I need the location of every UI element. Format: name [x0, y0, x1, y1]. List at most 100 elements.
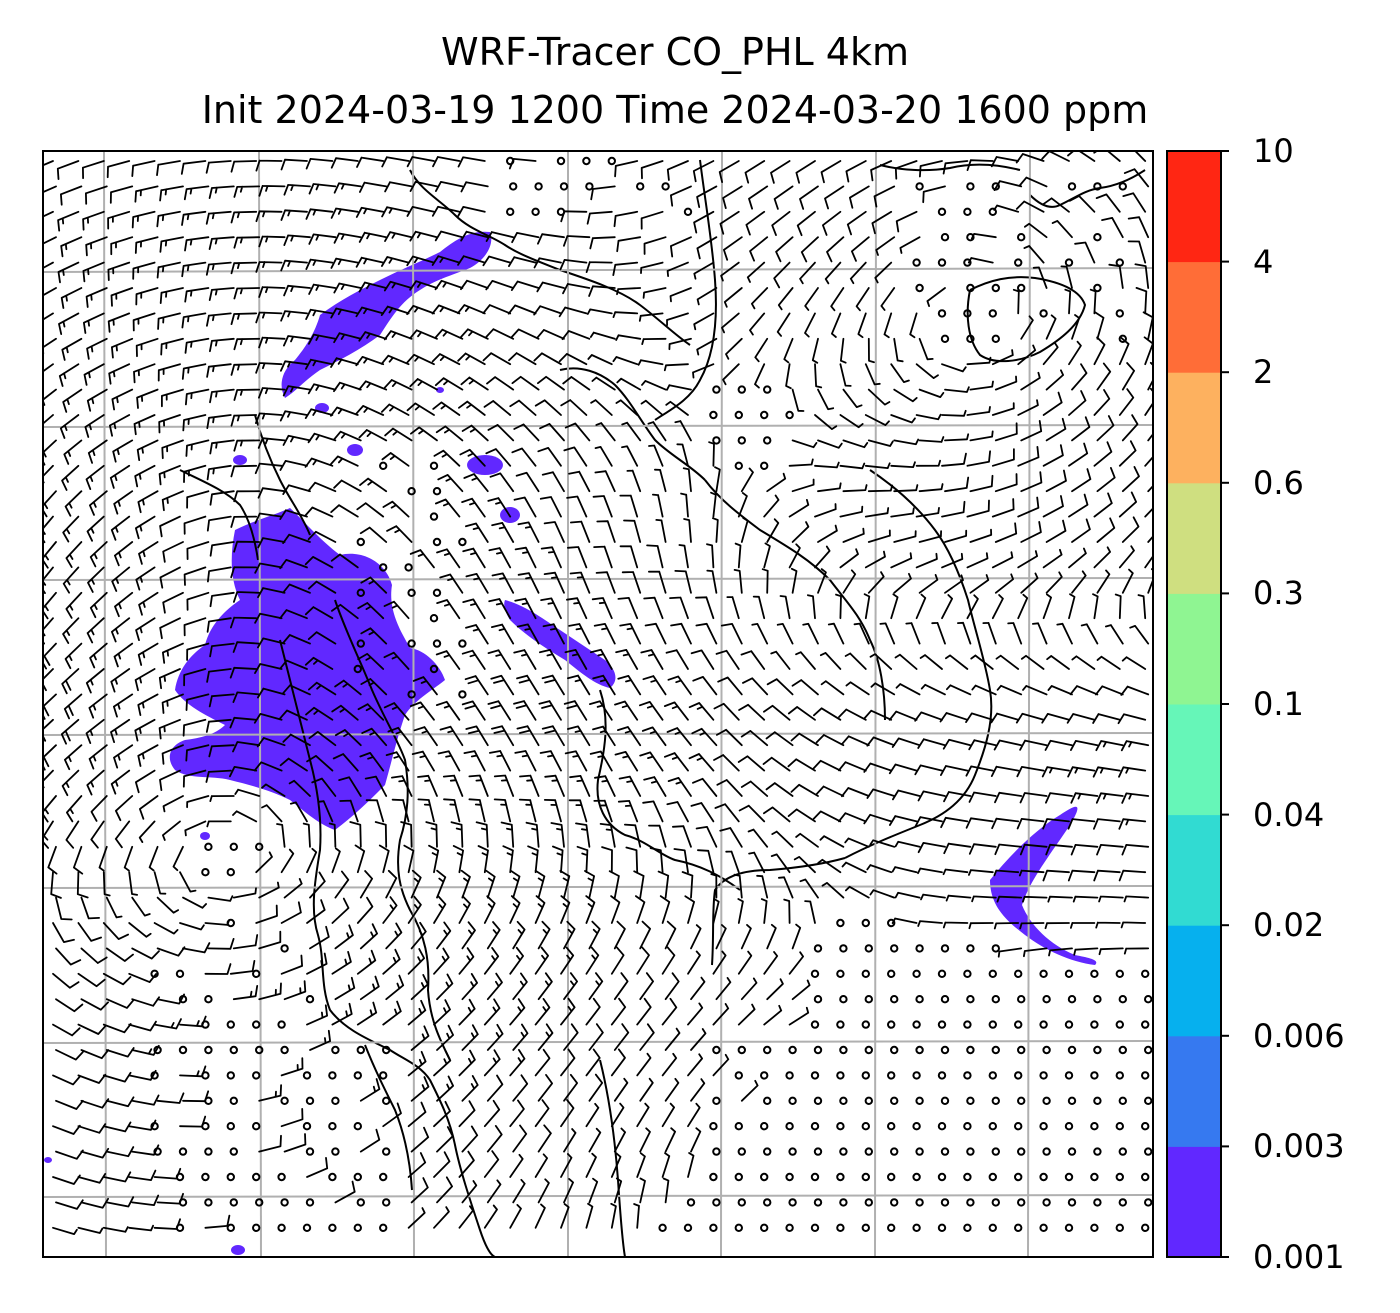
colorbar-tick-label: 0.02: [1253, 906, 1325, 945]
calm-wind-marker: [988, 1172, 997, 1182]
wind-barb: [328, 822, 337, 848]
tracer-patch: [231, 1245, 245, 1255]
wind-barb: [1122, 192, 1147, 213]
calm-wind-marker: [1144, 1045, 1153, 1055]
wind-barb: [380, 354, 410, 366]
wind-barb: [459, 448, 486, 467]
calm-wind-marker: [429, 512, 439, 521]
wind-barb: [514, 546, 537, 569]
wind-barb: [1093, 818, 1121, 830]
wind-barb: [944, 386, 970, 393]
wind-barb: [254, 512, 283, 524]
wind-barb: [1096, 362, 1112, 391]
calm-wind-marker: [966, 182, 975, 191]
wind-barb: [1096, 655, 1121, 670]
calm-wind-marker: [150, 1071, 159, 1080]
wind-barb: [588, 285, 616, 297]
wind-barb: [993, 739, 1023, 751]
calm-wind-marker: [1064, 1122, 1074, 1131]
wind-barb: [1045, 792, 1073, 804]
wind-barb: [410, 869, 422, 899]
wind-barb: [233, 388, 261, 401]
wind-barb: [159, 515, 181, 538]
wind-barb: [525, 821, 540, 848]
wind-barb: [692, 160, 715, 183]
wind-barb: [890, 507, 915, 518]
wind-barb: [917, 842, 946, 854]
wind-barb: [206, 363, 232, 378]
wind-barb: [943, 791, 972, 803]
wind-barb: [85, 236, 108, 257]
wind-barb: [330, 207, 359, 219]
wind-barb: [425, 821, 438, 848]
calm-wind-marker: [1064, 969, 1074, 978]
wind-barb: [62, 566, 80, 594]
wind-barb: [305, 258, 334, 270]
wind-barb: [690, 802, 715, 823]
calm-wind-marker: [302, 1223, 312, 1233]
wind-barb: [77, 972, 106, 988]
wind-barb: [864, 414, 890, 426]
wind-barb: [567, 674, 591, 696]
wind-barb: [568, 470, 591, 493]
wind-barb: [1044, 739, 1073, 751]
wind-barb: [641, 337, 667, 345]
wind-barb: [436, 869, 447, 899]
calm-wind-marker: [915, 283, 924, 293]
calm-wind-marker: [636, 182, 645, 191]
wind-barb: [636, 1102, 650, 1128]
calm-wind-marker: [229, 1096, 239, 1106]
calm-wind-marker: [1017, 283, 1026, 293]
calm-wind-marker: [887, 1223, 896, 1233]
wind-barb: [305, 208, 334, 220]
wind-barb: [1064, 288, 1072, 315]
wind-barb: [601, 846, 613, 874]
wind-barb: [364, 775, 388, 797]
wind-barb: [258, 881, 280, 899]
wind-barb: [670, 185, 692, 207]
wind-barb: [43, 591, 57, 620]
wind-barb: [811, 337, 819, 364]
wind-barb: [229, 716, 258, 729]
wind-barb: [839, 505, 864, 518]
wind-barb: [433, 1151, 451, 1178]
wind-barb: [687, 1152, 695, 1178]
wind-barb: [661, 946, 676, 975]
wind-barb: [536, 281, 565, 293]
wind-barb: [534, 869, 546, 899]
wind-barb: [690, 1078, 706, 1102]
wind-barb: [641, 726, 667, 747]
wind-barb: [696, 236, 718, 260]
wind-barb: [463, 473, 489, 493]
wind-barb: [942, 738, 972, 750]
wind-barb: [181, 363, 207, 380]
wind-barb: [63, 439, 83, 465]
wind-barb: [697, 849, 715, 874]
map-frame: [42, 150, 1154, 1258]
wind-barb: [513, 496, 537, 518]
wind-barb: [722, 363, 740, 386]
wind-barb: [509, 1204, 522, 1229]
calm-wind-marker: [1118, 1147, 1128, 1156]
wind-barb: [814, 363, 823, 389]
wind-barb: [309, 1029, 331, 1051]
wind-barb: [915, 507, 940, 518]
wind-barb: [534, 946, 549, 975]
wind-barb: [77, 1023, 107, 1035]
wind-barb: [457, 255, 486, 266]
calm-wind-marker: [1093, 1198, 1102, 1207]
wind-barb: [740, 1079, 759, 1102]
wind-barb: [539, 649, 562, 670]
colorbar-segment: [1167, 593, 1221, 705]
wind-barb: [866, 736, 896, 747]
wind-barb: [205, 160, 232, 174]
wind-barb: [710, 491, 717, 518]
wind-barb: [747, 828, 769, 848]
calm-wind-marker: [887, 1172, 896, 1182]
wind-barb: [307, 432, 337, 444]
wind-barb: [349, 821, 362, 848]
wind-barb: [563, 446, 588, 467]
wind-barb: [436, 1024, 454, 1051]
wind-barb: [358, 331, 388, 342]
wind-barb: [804, 312, 816, 338]
